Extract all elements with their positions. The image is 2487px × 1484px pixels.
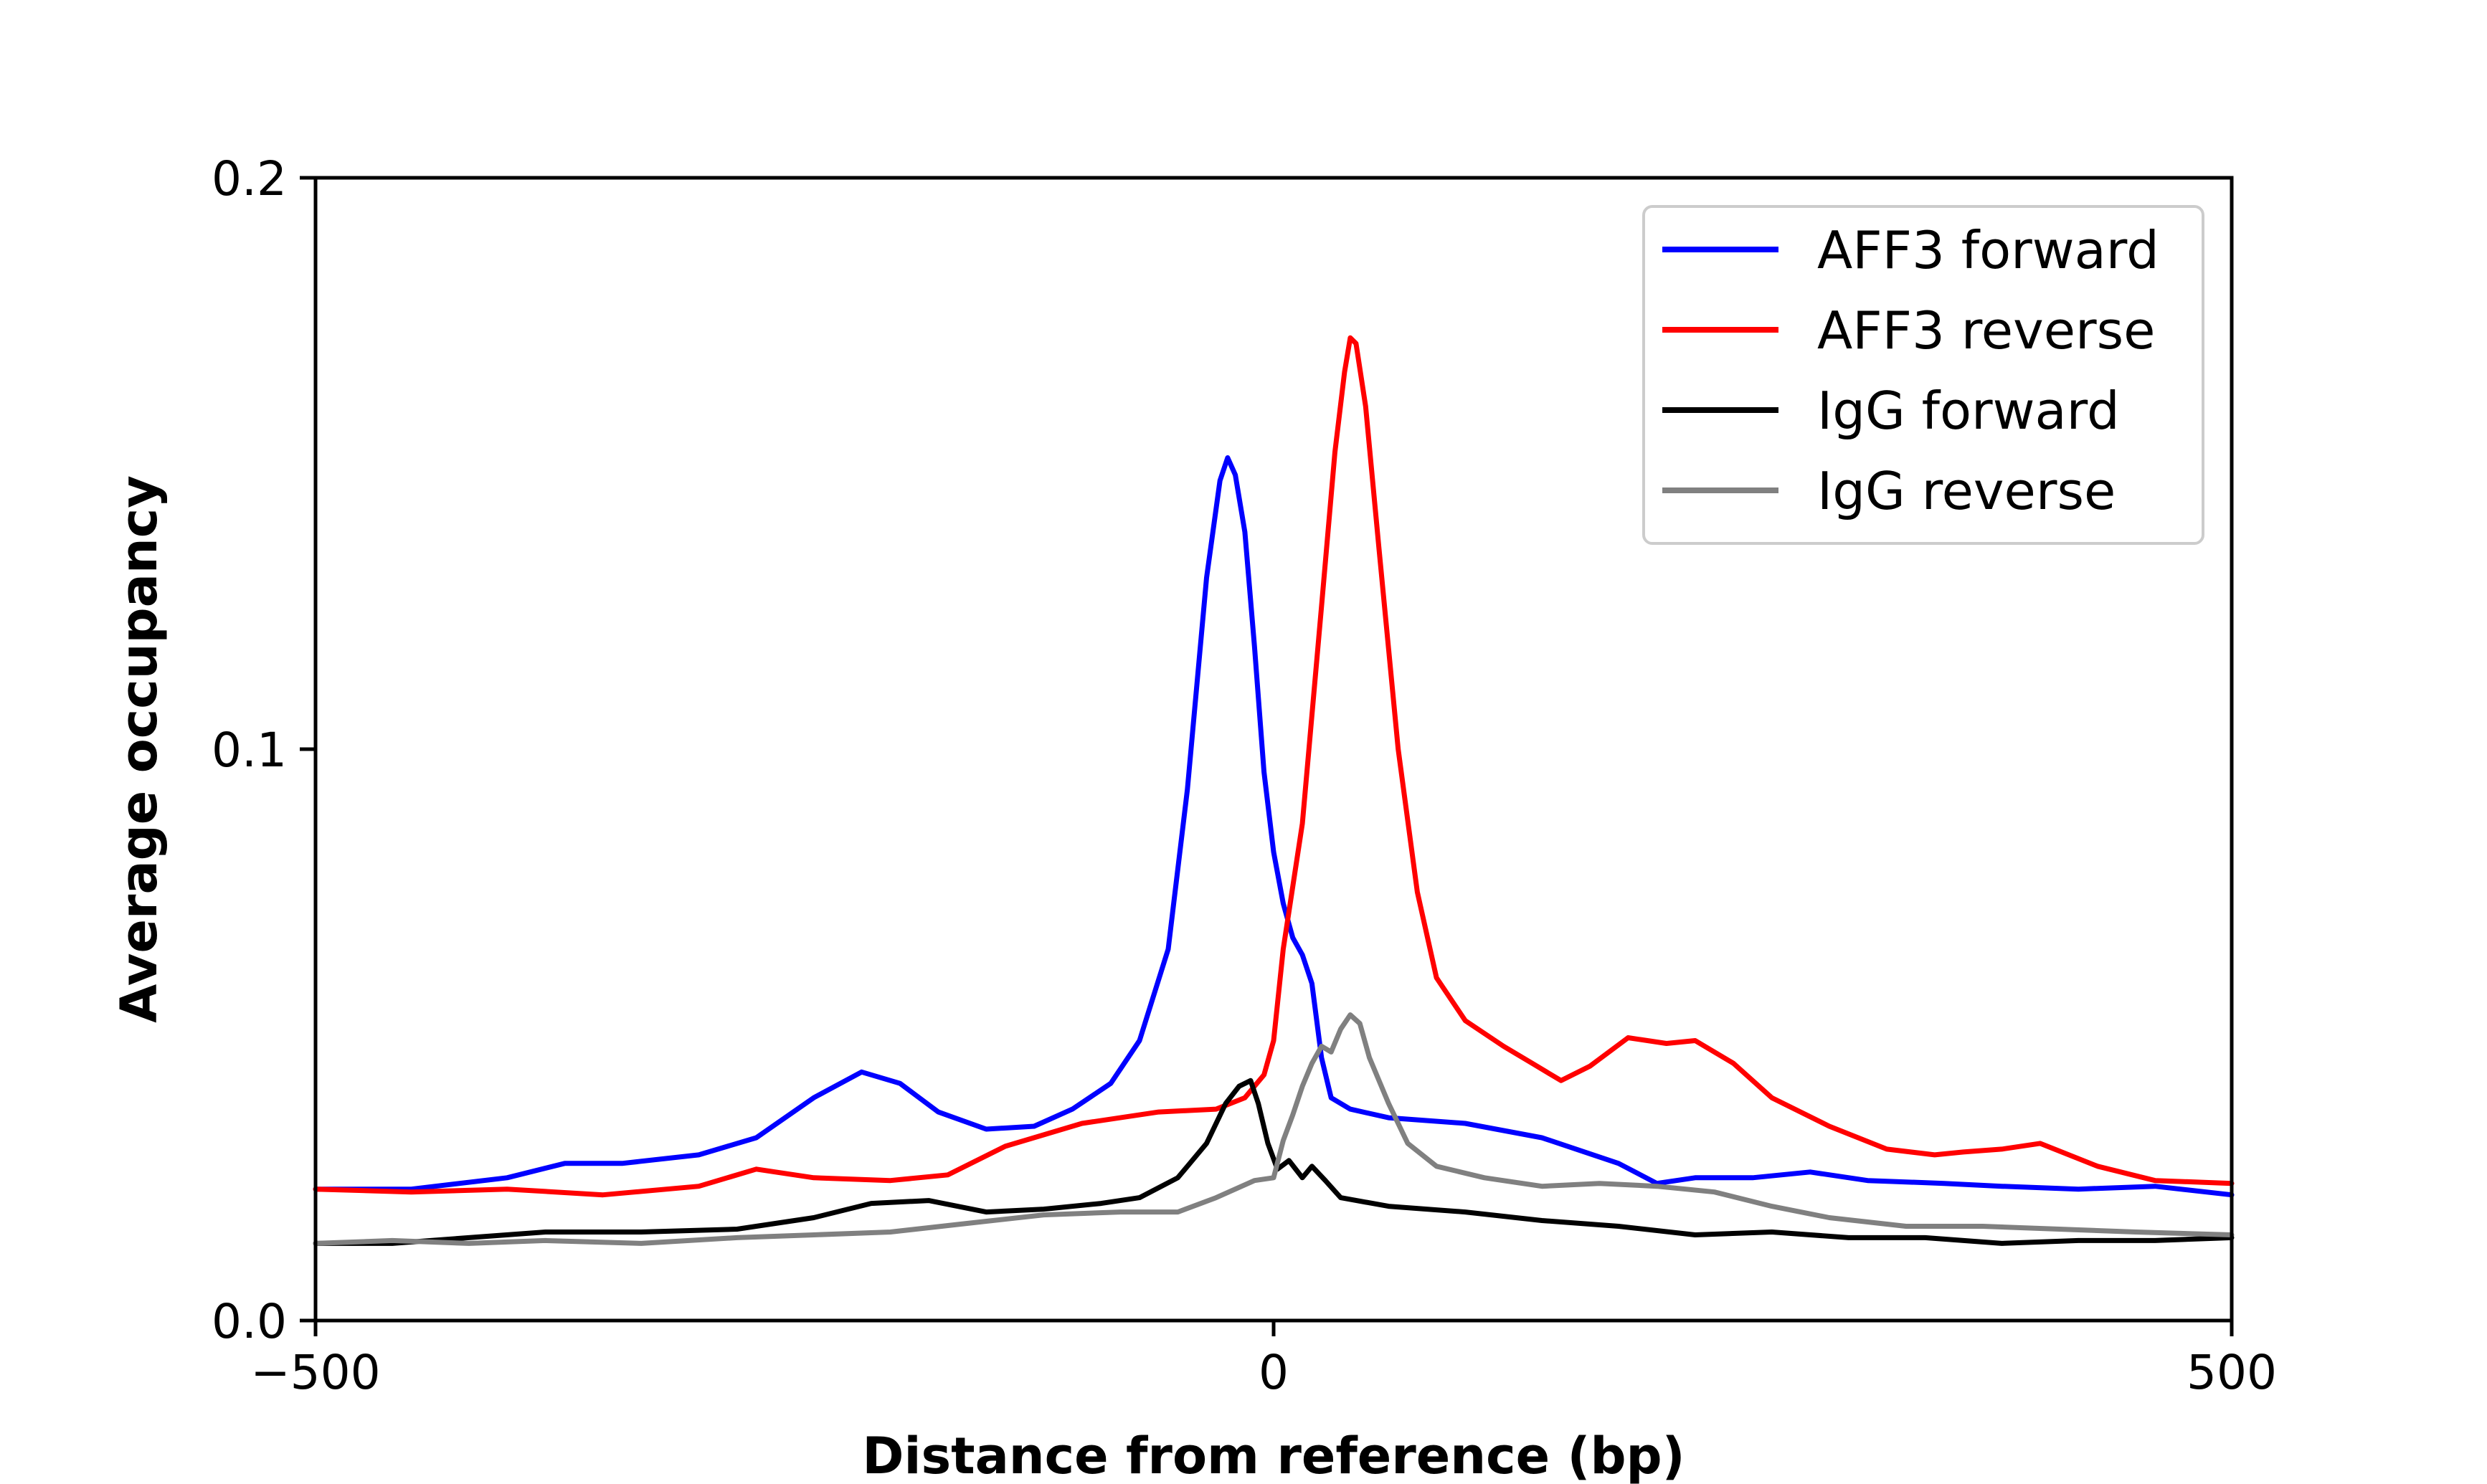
x-tick-label: 0 bbox=[1259, 1345, 1289, 1400]
series-line-aff3-forward bbox=[313, 455, 2235, 1198]
x-axis-ticks: −500 0 500 bbox=[250, 1321, 2277, 1400]
y-tick-label: 0.0 bbox=[212, 1294, 287, 1349]
x-tick-label: 500 bbox=[2187, 1345, 2277, 1400]
legend-label-igg-forward: IgG forward bbox=[1817, 381, 2120, 441]
y-axis-ticks: 0.0 0.1 0.2 bbox=[212, 151, 316, 1349]
y-tick-label: 0.1 bbox=[212, 723, 287, 778]
y-axis-label: Average occupancy bbox=[110, 475, 169, 1023]
x-tick-label: −500 bbox=[250, 1345, 380, 1400]
series-line-igg-forward bbox=[313, 1078, 2235, 1246]
legend: AFF3 forward AFF3 reverse IgG forward IgG r… bbox=[1642, 205, 2204, 545]
legend-label-aff3-forward: AFF3 forward bbox=[1817, 220, 2159, 280]
x-axis-label: Distance from reference (bp) bbox=[862, 1427, 1685, 1484]
series-layer bbox=[313, 335, 2235, 1246]
legend-label-igg-reverse: IgG reverse bbox=[1817, 461, 2116, 521]
legend-label-aff3-reverse: AFF3 reverse bbox=[1817, 300, 2155, 361]
series-line-igg-reverse bbox=[313, 1012, 2235, 1246]
series-line-aff3-reverse bbox=[313, 335, 2235, 1198]
y-tick-label: 0.2 bbox=[212, 151, 287, 206]
legend-box bbox=[1642, 205, 2204, 545]
